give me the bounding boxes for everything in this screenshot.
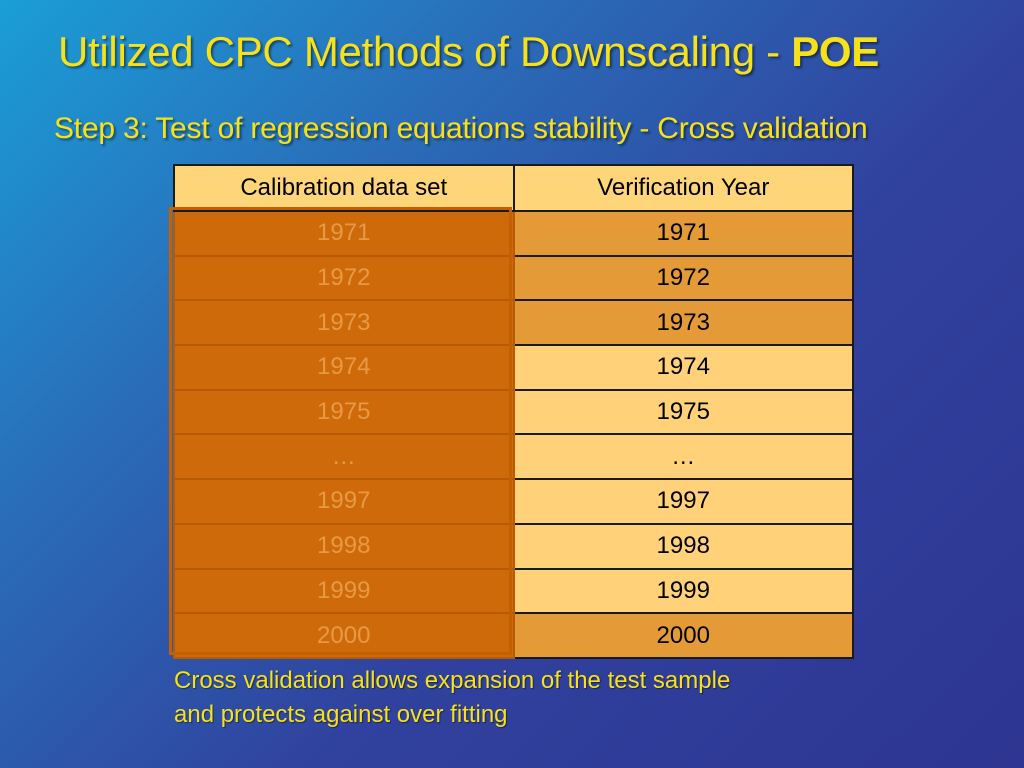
table-row: 1998 1998 [173, 522, 854, 570]
header-verification-year: Verification Year [512, 164, 854, 212]
cross-validation-table-container: Calibration data set Verification Year 1… [173, 164, 854, 659]
table-row: 1971 1971 [173, 210, 854, 257]
slide-title: Utilized CPC Methods of Downscaling - PO… [58, 28, 879, 76]
calibration-cell: 1973 [173, 299, 515, 347]
slide-subtitle: Step 3: Test of regression equations sta… [54, 112, 868, 145]
calibration-cell: 2000 [173, 612, 515, 659]
verification-cell: 2000 [512, 612, 854, 659]
verification-cell: 1997 [512, 478, 854, 525]
calibration-cell: … [173, 433, 515, 481]
caption-line-1: Cross validation allows expansion of the… [174, 667, 731, 694]
calibration-cell: 1999 [173, 567, 515, 615]
caption-line-2: and protects against over fitting [174, 701, 508, 728]
verification-cell: 1974 [512, 344, 854, 391]
slide-title-main: Utilized CPC Methods of Downscaling - [58, 28, 792, 75]
table-row: 2000 2000 [173, 612, 854, 659]
verification-cell: 1971 [512, 210, 854, 257]
slide-caption: Cross validation allows expansion of the… [174, 664, 730, 732]
calibration-cell: 1975 [173, 388, 515, 436]
table-row: 1972 1972 [173, 254, 854, 302]
table-row: 1975 1975 [173, 388, 854, 436]
calibration-cell: 1974 [173, 344, 515, 391]
verification-cell: 1975 [512, 388, 854, 436]
calibration-cell: 1971 [173, 210, 515, 257]
table-row: 1974 1974 [173, 344, 854, 391]
table-row: … … [173, 433, 854, 481]
calibration-cell: 1998 [173, 522, 515, 570]
table-header-row: Calibration data set Verification Year [173, 164, 854, 212]
calibration-cell: 1997 [173, 478, 515, 525]
calibration-cell: 1972 [173, 254, 515, 302]
table-row: 1999 1999 [173, 567, 854, 615]
verification-cell: 1973 [512, 299, 854, 347]
table-row: 1973 1973 [173, 299, 854, 347]
slide-title-bold: POE [791, 28, 880, 75]
verification-cell: … [512, 433, 854, 481]
verification-cell: 1972 [512, 254, 854, 302]
cross-validation-table: Calibration data set Verification Year 1… [173, 164, 854, 659]
verification-cell: 1999 [512, 567, 854, 615]
table-row: 1997 1997 [173, 478, 854, 525]
header-calibration-data-set: Calibration data set [173, 164, 515, 212]
verification-cell: 1998 [512, 522, 854, 570]
